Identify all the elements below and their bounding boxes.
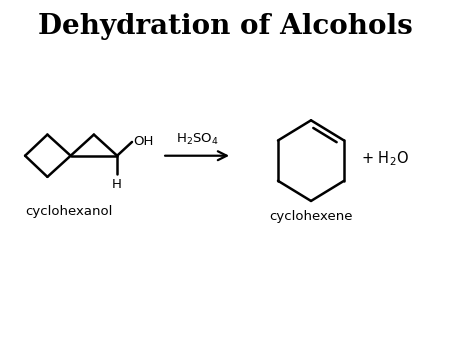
- Text: H$_2$SO$_4$: H$_2$SO$_4$: [176, 132, 218, 147]
- Text: H: H: [112, 178, 122, 191]
- Text: OH: OH: [133, 136, 154, 148]
- Text: + H$_2$O: + H$_2$O: [361, 149, 409, 168]
- Text: cyclohexanol: cyclohexanol: [26, 205, 113, 218]
- Text: Dehydration of Alcohols: Dehydration of Alcohols: [38, 13, 412, 40]
- Text: cyclohexene: cyclohexene: [269, 210, 353, 223]
